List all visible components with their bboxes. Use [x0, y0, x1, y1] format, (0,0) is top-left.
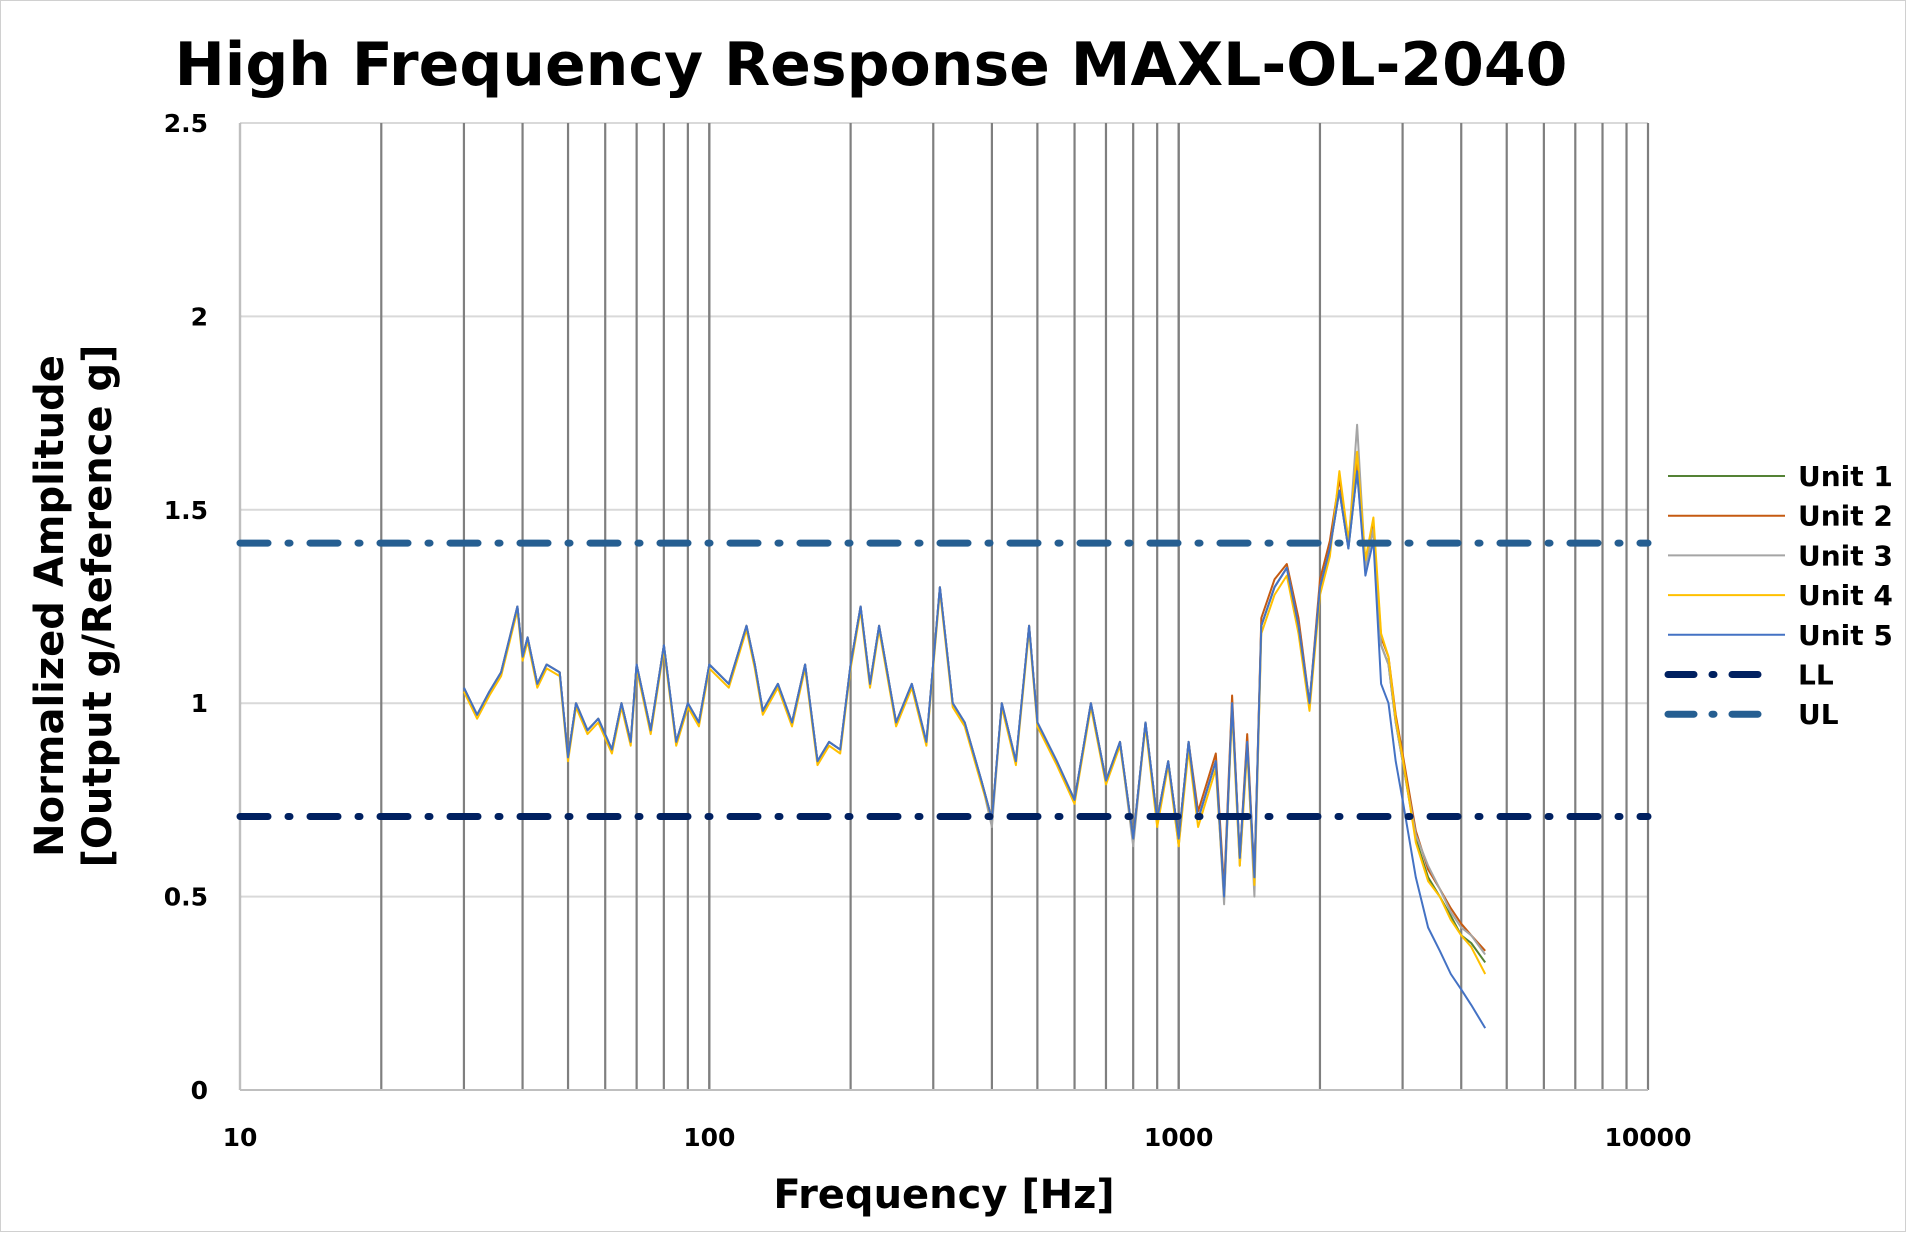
- legend-unit-5-label: Unit 5: [1798, 619, 1893, 652]
- legend: Unit 1 Unit 2 Unit 3 Unit 4 Unit 5 LL UL: [1664, 460, 1893, 731]
- x-tick-label: 100: [683, 1123, 735, 1152]
- y-tick-label: 2: [191, 302, 208, 331]
- y-tick-label: 1: [191, 689, 208, 718]
- x-tick-label: 1000: [1144, 1123, 1214, 1152]
- y-axis-label-line1: Normalized Amplitude: [27, 355, 73, 857]
- legend-ll-label: LL: [1798, 659, 1834, 692]
- legend-unit-1-label: Unit 1: [1798, 460, 1893, 493]
- series-line-unit-3: [463, 423, 1487, 956]
- series-line-unit-5: [463, 470, 1487, 1029]
- y-tick-label: 0.5: [164, 883, 208, 912]
- x-axis-label: Frequency [Hz]: [773, 1172, 1114, 1218]
- legend-unit-3-label: Unit 3: [1798, 539, 1893, 572]
- y-tick-label: 2.5: [164, 109, 208, 138]
- legend-unit-4-label: Unit 4: [1798, 579, 1893, 612]
- y-axis-label-line2: [Output g/Reference g]: [75, 345, 121, 868]
- legend-ul-label: UL: [1798, 698, 1839, 731]
- x-tick-label: 10: [223, 1123, 258, 1152]
- x-tick-label: 10000: [1605, 1123, 1692, 1152]
- y-tick-label: 1.5: [164, 496, 208, 525]
- y-tick-label: 0: [191, 1076, 208, 1105]
- chart-title: High Frequency Response MAXL-OL-2040: [175, 30, 1568, 100]
- legend-unit-2-label: Unit 2: [1798, 500, 1893, 533]
